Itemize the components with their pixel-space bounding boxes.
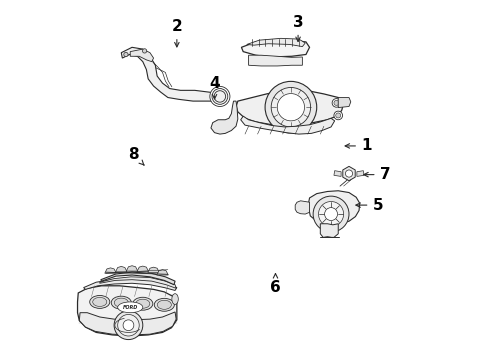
Polygon shape — [338, 98, 351, 108]
Polygon shape — [137, 266, 148, 271]
Polygon shape — [247, 39, 305, 46]
Polygon shape — [79, 312, 176, 335]
Polygon shape — [77, 286, 177, 336]
Text: 1: 1 — [345, 139, 371, 153]
Ellipse shape — [154, 298, 174, 311]
Circle shape — [124, 52, 128, 57]
Text: FORD: FORD — [122, 305, 138, 310]
Circle shape — [123, 320, 134, 330]
Polygon shape — [309, 191, 360, 224]
Polygon shape — [236, 90, 343, 125]
Polygon shape — [242, 40, 310, 57]
Polygon shape — [211, 101, 238, 134]
Circle shape — [114, 311, 143, 339]
Circle shape — [214, 91, 225, 102]
Circle shape — [324, 208, 338, 221]
Text: 5: 5 — [356, 198, 383, 213]
Ellipse shape — [90, 296, 110, 309]
Polygon shape — [357, 171, 364, 176]
Polygon shape — [148, 267, 159, 273]
Polygon shape — [122, 47, 220, 101]
Ellipse shape — [157, 300, 171, 309]
Circle shape — [313, 196, 349, 232]
Circle shape — [334, 100, 339, 105]
Polygon shape — [126, 266, 138, 271]
Circle shape — [118, 315, 139, 336]
Text: 3: 3 — [293, 15, 303, 41]
Polygon shape — [320, 224, 338, 237]
Text: 2: 2 — [172, 19, 182, 47]
Polygon shape — [101, 272, 175, 285]
Ellipse shape — [118, 302, 143, 313]
Circle shape — [143, 49, 147, 53]
Circle shape — [318, 202, 343, 226]
Ellipse shape — [136, 299, 150, 308]
Polygon shape — [130, 49, 153, 62]
Polygon shape — [241, 116, 335, 134]
Polygon shape — [248, 55, 302, 66]
Text: 4: 4 — [209, 76, 220, 99]
Polygon shape — [84, 279, 177, 291]
Polygon shape — [334, 171, 341, 176]
Polygon shape — [157, 270, 168, 275]
Ellipse shape — [93, 297, 107, 306]
Circle shape — [332, 99, 341, 107]
Circle shape — [212, 89, 228, 104]
Ellipse shape — [133, 297, 153, 310]
Circle shape — [345, 170, 353, 177]
Polygon shape — [100, 277, 176, 288]
Circle shape — [334, 111, 343, 120]
Circle shape — [277, 94, 304, 121]
Text: 7: 7 — [364, 167, 390, 182]
Ellipse shape — [111, 296, 131, 309]
Circle shape — [210, 86, 230, 107]
Circle shape — [265, 81, 317, 133]
Polygon shape — [295, 201, 310, 214]
Circle shape — [271, 87, 311, 127]
Polygon shape — [343, 166, 355, 181]
Text: 6: 6 — [270, 274, 281, 295]
Polygon shape — [105, 268, 116, 273]
Ellipse shape — [172, 294, 178, 305]
Ellipse shape — [114, 298, 128, 307]
Text: 8: 8 — [128, 147, 144, 165]
Polygon shape — [116, 266, 127, 272]
Circle shape — [336, 113, 341, 118]
